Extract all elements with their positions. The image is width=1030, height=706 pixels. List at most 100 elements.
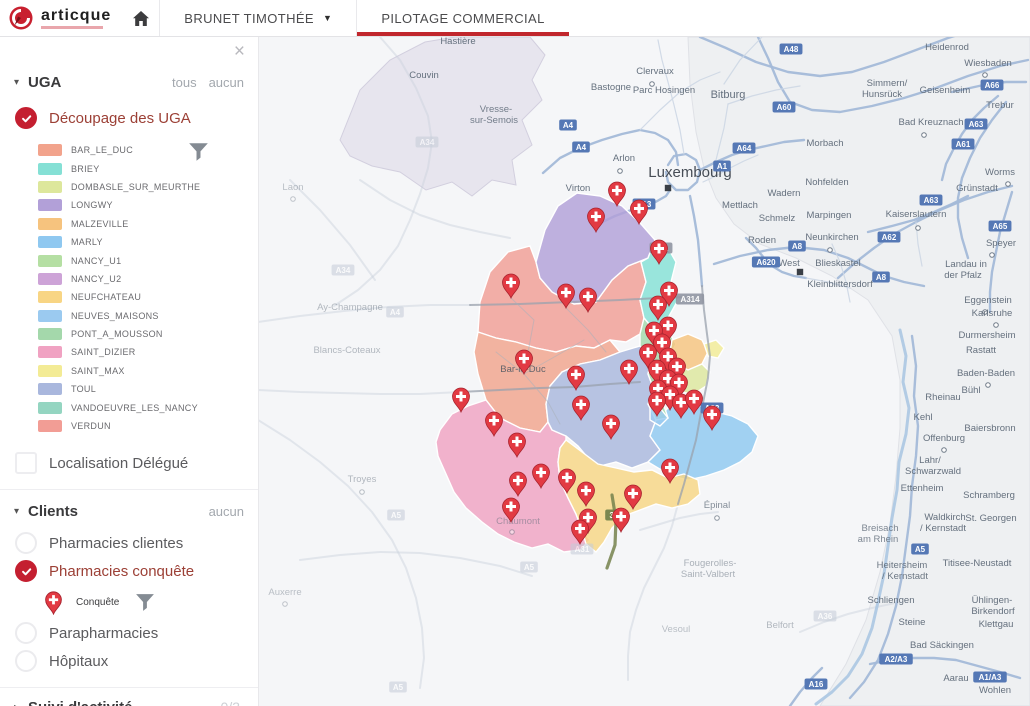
conquest-pin[interactable] bbox=[572, 395, 590, 422]
legend-item-BAR_LE_DUC[interactable]: BAR_LE_DUC bbox=[0, 141, 258, 159]
map-label: Wohlen bbox=[979, 685, 1011, 696]
filter-funnel-icon[interactable] bbox=[188, 142, 209, 162]
uga-layer-toggle[interactable]: Découpage des UGA bbox=[0, 104, 258, 132]
map-label: Baiersbronn bbox=[964, 423, 1015, 434]
conquest-pin[interactable] bbox=[685, 389, 703, 416]
map-label: Rheinau bbox=[925, 392, 960, 403]
highway-shield: A620 bbox=[751, 256, 781, 268]
conquest-pin[interactable] bbox=[502, 497, 520, 524]
suivi-section-header[interactable]: ▸ Suivi d'activité 0/3 bbox=[14, 695, 244, 706]
conquest-pin[interactable] bbox=[612, 507, 630, 534]
legend-item-VERDUN[interactable]: VERDUN bbox=[0, 417, 258, 435]
conquest-pin[interactable] bbox=[532, 463, 550, 490]
legend-item-NEUVES_MAISONS[interactable]: NEUVES_MAISONS bbox=[0, 307, 258, 325]
legend-item-BRIEY[interactable]: BRIEY bbox=[0, 159, 258, 177]
conquest-pin[interactable] bbox=[630, 199, 648, 226]
conquest-pin[interactable] bbox=[608, 181, 626, 208]
uga-section-header[interactable]: ▾ UGA tous aucun bbox=[14, 70, 244, 94]
client-option-pharmacies-conqu-te[interactable]: Pharmacies conquête bbox=[0, 557, 258, 585]
clients-section-header[interactable]: ▾ Clients aucun bbox=[14, 499, 244, 523]
legend-item-MALZEVILLE[interactable]: MALZEVILLE bbox=[0, 215, 258, 233]
legend-item-VANDOEUVRE_LES_NANCY[interactable]: VANDOEUVRE_LES_NANCY bbox=[0, 398, 258, 416]
legend-label: MALZEVILLE bbox=[71, 218, 129, 229]
conquest-pin[interactable] bbox=[508, 432, 526, 459]
road bbox=[639, 71, 721, 131]
conquest-pin[interactable] bbox=[509, 471, 527, 498]
conquest-pin[interactable] bbox=[502, 273, 520, 300]
legend-item-NANCY_U1[interactable]: NANCY_U1 bbox=[0, 251, 258, 269]
road bbox=[756, 36, 1030, 114]
city-marker-dot bbox=[282, 601, 288, 607]
conquest-pin[interactable] bbox=[672, 393, 690, 420]
home-button[interactable] bbox=[123, 0, 159, 36]
highway-shield: A66 bbox=[980, 79, 1004, 91]
conquest-pin[interactable] bbox=[452, 387, 470, 414]
conquest-pin[interactable] bbox=[661, 458, 679, 485]
map-label: Bad Säckingen bbox=[910, 640, 974, 651]
conquest-pin[interactable] bbox=[567, 365, 585, 392]
conquest-pin[interactable] bbox=[649, 295, 667, 322]
pin-cross-icon bbox=[649, 325, 659, 336]
articque-logo[interactable]: articque bbox=[0, 0, 123, 36]
conquest-pin[interactable] bbox=[557, 283, 575, 310]
select-none-link[interactable]: aucun bbox=[208, 503, 244, 519]
conquest-pin[interactable] bbox=[650, 239, 668, 266]
tab-pilotage-commercial[interactable]: PILOTAGE COMMERCIAL bbox=[357, 0, 569, 36]
highway-shield: A2/A3 bbox=[879, 653, 913, 665]
filter-funnel-icon[interactable] bbox=[135, 593, 155, 612]
conquest-pin[interactable] bbox=[639, 343, 657, 370]
map-label: Belfort bbox=[766, 620, 794, 631]
uga-legend: BAR_LE_DUC BRIEY DOMBASLE_SUR_MEURTHE LONGW… bbox=[0, 141, 258, 435]
conquest-pin[interactable] bbox=[587, 207, 605, 234]
conquest-pin[interactable] bbox=[571, 519, 589, 546]
conquest-pin[interactable] bbox=[577, 481, 595, 508]
conquest-pin[interactable] bbox=[703, 405, 721, 432]
legend-swatch bbox=[38, 180, 62, 193]
city-marker-dot bbox=[989, 252, 995, 258]
section-divider bbox=[0, 489, 258, 491]
legend-item-SAINT_DIZIER[interactable]: SAINT_DIZIER bbox=[0, 343, 258, 361]
conquest-pin[interactable] bbox=[558, 468, 576, 495]
conquest-pin[interactable] bbox=[602, 414, 620, 441]
highway-shield: A5 bbox=[387, 509, 405, 521]
checkbox-icon[interactable] bbox=[15, 452, 37, 475]
checked-radio-icon[interactable] bbox=[15, 560, 37, 583]
conquest-pin[interactable] bbox=[648, 391, 666, 418]
client-option-h-pitaux[interactable]: Hôpitaux bbox=[0, 647, 258, 675]
legend-item-DOMBASLE_SUR_MEURTHE[interactable]: DOMBASLE_SUR_MEURTHE bbox=[0, 178, 258, 196]
localisation-delegue-toggle[interactable]: Localisation Délégué bbox=[0, 449, 258, 477]
map-label: der Pfalz bbox=[944, 270, 982, 281]
map-canvas[interactable]: Hastière Couvin Vresse-sur-Semois Clervaux P… bbox=[258, 36, 1030, 706]
radio-icon[interactable] bbox=[15, 622, 37, 645]
user-menu[interactable]: BRUNET TIMOTHÉE ▼ bbox=[160, 0, 356, 36]
select-none-link[interactable]: aucun bbox=[208, 74, 244, 90]
client-option-parapharmacies[interactable]: Parapharmacies bbox=[0, 619, 258, 647]
select-all-link[interactable]: tous bbox=[172, 74, 197, 90]
checked-radio-icon[interactable] bbox=[15, 107, 37, 129]
brand-name: articque bbox=[41, 6, 112, 24]
map-label: Lahr/ bbox=[919, 455, 941, 466]
legend-item-NEUFCHATEAU[interactable]: NEUFCHATEAU bbox=[0, 288, 258, 306]
road bbox=[299, 551, 533, 577]
conquest-pin[interactable] bbox=[620, 359, 638, 386]
close-panel-icon[interactable]: × bbox=[233, 41, 245, 62]
conquest-pin[interactable] bbox=[579, 287, 597, 314]
legend-item-NANCY_U2[interactable]: NANCY_U2 bbox=[0, 270, 258, 288]
legend-item-SAINT_MAX[interactable]: SAINT_MAX bbox=[0, 362, 258, 380]
road bbox=[258, 419, 425, 689]
road bbox=[799, 601, 901, 633]
legend-swatch bbox=[38, 236, 62, 249]
legend-item-TOUL[interactable]: TOUL bbox=[0, 380, 258, 398]
client-option-pharmacies-clientes[interactable]: Pharmacies clientes bbox=[0, 529, 258, 557]
legend-swatch bbox=[38, 383, 62, 396]
map-label: Baden-Baden bbox=[957, 368, 1015, 379]
conquest-pin[interactable] bbox=[515, 349, 533, 376]
conquest-pin[interactable] bbox=[485, 411, 503, 438]
conquest-pin[interactable] bbox=[624, 484, 642, 511]
legend-item-LONGWY[interactable]: LONGWY bbox=[0, 196, 258, 214]
radio-icon[interactable] bbox=[15, 650, 37, 673]
legend-item-MARLY[interactable]: MARLY bbox=[0, 233, 258, 251]
legend-label: NANCY_U1 bbox=[71, 255, 122, 266]
radio-icon[interactable] bbox=[15, 532, 37, 555]
legend-item-PONT_A_MOUSSON[interactable]: PONT_A_MOUSSON bbox=[0, 325, 258, 343]
